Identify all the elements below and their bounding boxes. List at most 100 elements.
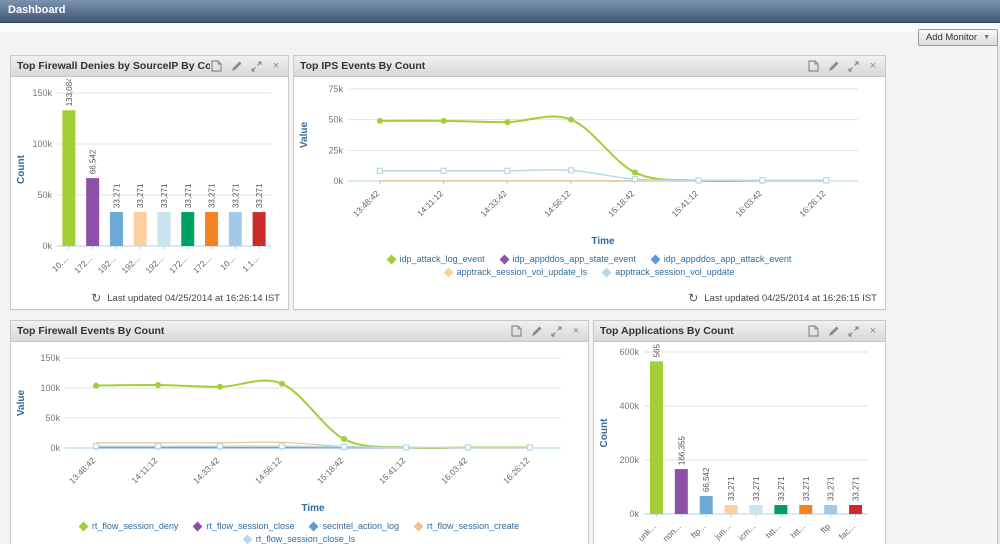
chart-area: 0k 50k 100k 150k Value 13:48:42 14:11:12 14:33:… xyxy=(11,342,588,519)
legend-label: apptrack_session_vol_update xyxy=(615,267,735,277)
marker xyxy=(402,444,410,451)
marker xyxy=(759,177,766,184)
x-tick-label: htt... xyxy=(764,521,783,540)
x-tick-label: 14:11:12 xyxy=(129,455,159,485)
legend-marker-icon xyxy=(499,254,510,264)
edit-icon[interactable] xyxy=(530,325,542,337)
bar xyxy=(649,361,663,514)
close-icon[interactable]: × xyxy=(572,325,580,337)
panel-icons: × xyxy=(510,325,582,337)
bar-value-label: 33,271 xyxy=(208,183,217,208)
y-axis-label: Value xyxy=(299,122,310,149)
x-tick-label: 14:56:12 xyxy=(253,455,284,486)
x-tick-label: 10.... xyxy=(50,253,70,273)
x-tick-label: 16:03:42 xyxy=(733,188,764,219)
bar-value-label: 33,271 xyxy=(112,183,121,208)
legend-item[interactable]: idp_attack_log_event xyxy=(386,254,485,264)
refresh-icon[interactable]: ↻ xyxy=(91,291,102,305)
add-monitor-button[interactable]: Add Monitor ▼ xyxy=(917,29,998,46)
right-edge-divider xyxy=(997,45,1000,544)
close-icon[interactable]: × xyxy=(869,60,877,72)
legend-marker-icon xyxy=(443,267,454,277)
panel-title: Top Applications By Count xyxy=(600,325,734,337)
y-tick-label: 0k xyxy=(629,509,639,519)
y-tick-label: 0k xyxy=(42,241,52,251)
topbar: Dashboard xyxy=(0,0,1000,23)
bar xyxy=(228,212,242,246)
bar xyxy=(674,469,688,514)
bar-value-label: 33,271 xyxy=(184,183,193,208)
bar xyxy=(849,505,863,514)
x-tick-label: 172... xyxy=(167,253,189,275)
x-tick-label: 192... xyxy=(96,253,118,275)
marker xyxy=(279,380,285,387)
panel-title: Top Firewall Denies by SourceIP By Count xyxy=(17,60,210,72)
edit-icon[interactable] xyxy=(827,60,839,72)
x-tick-label: 13:48:42 xyxy=(351,188,382,219)
marker xyxy=(504,167,511,174)
legend-item[interactable]: secintel_action_log xyxy=(309,521,399,531)
panel-header: Top Firewall Denies by SourceIP By Count… xyxy=(11,56,288,77)
marker xyxy=(695,177,702,184)
y-tick-label: 100k xyxy=(40,383,60,393)
x-tick-label: 16:03:42 xyxy=(439,455,470,486)
marker xyxy=(155,382,161,388)
maximize-icon[interactable] xyxy=(847,325,859,337)
legend-item[interactable]: rt_flow_session_close xyxy=(192,521,295,531)
x-tick-label: 15:41:12 xyxy=(377,455,408,486)
legend-item[interactable]: apptrack_session_vol_update_ls xyxy=(443,267,587,277)
bar xyxy=(724,505,738,514)
close-icon[interactable]: × xyxy=(869,325,877,337)
marker xyxy=(526,444,534,451)
edit-icon[interactable] xyxy=(827,325,839,337)
legend-label: rt_flow_session_close xyxy=(206,521,295,531)
legend-item[interactable]: idp_appddos_app_attack_event xyxy=(650,254,792,264)
bar-value-label: 33,271 xyxy=(802,476,811,501)
legend-item[interactable]: rt_flow_session_close_ls xyxy=(242,534,355,544)
x-tick-label: icm... xyxy=(736,521,757,542)
refresh-icon[interactable]: ↻ xyxy=(688,291,699,305)
maximize-icon[interactable] xyxy=(250,60,262,72)
x-tick-label: 14:33:42 xyxy=(191,455,222,486)
top-applications-bar-chart: 0k 200k 400k 600k Count unk... non... ftp... jun… xyxy=(599,328,868,543)
y-tick-label: 200k xyxy=(619,455,639,465)
x-tick-label: 13:48:42 xyxy=(67,455,98,486)
bar xyxy=(824,505,838,514)
panel-header: Top Applications By Count × xyxy=(594,321,885,342)
x-axis-label: Time xyxy=(591,236,615,247)
y-tick-label: 50k xyxy=(37,190,52,200)
legend-item[interactable]: apptrack_session_vol_update xyxy=(601,267,735,277)
y-tick-label: 150k xyxy=(32,88,52,98)
legend-label: idp_appddos_app_attack_event xyxy=(663,254,792,264)
y-tick-label: 50k xyxy=(328,115,343,125)
x-tick-label: fac... xyxy=(837,521,857,541)
export-icon[interactable] xyxy=(510,325,522,337)
marker xyxy=(376,117,383,124)
x-axis-label: Time xyxy=(301,503,325,514)
marker xyxy=(440,167,447,174)
legend-label: rt_flow_session_create xyxy=(427,521,520,531)
export-icon[interactable] xyxy=(807,60,819,72)
series-line xyxy=(96,445,530,449)
edit-icon[interactable] xyxy=(230,60,242,72)
x-tick-label: ftp xyxy=(818,521,832,535)
bar xyxy=(252,212,266,246)
legend-item[interactable]: rt_flow_session_create xyxy=(413,521,520,531)
marker xyxy=(341,436,347,442)
legend-item[interactable]: idp_appddos_app_state_event xyxy=(499,254,636,264)
last-updated-text: Last updated 04/25/2014 at 16:26:15 IST xyxy=(704,292,877,304)
x-tick-label: 16:26:12 xyxy=(797,188,828,219)
bar xyxy=(157,212,171,246)
legend-item[interactable]: rt_flow_session_deny xyxy=(78,521,178,531)
legend-marker-icon xyxy=(601,267,612,277)
bar xyxy=(133,212,147,246)
export-icon[interactable] xyxy=(210,60,222,72)
maximize-icon[interactable] xyxy=(550,325,562,337)
bar-value-label: 33,271 xyxy=(231,183,240,208)
export-icon[interactable] xyxy=(807,325,819,337)
marker xyxy=(631,169,638,176)
close-icon[interactable]: × xyxy=(272,60,280,72)
maximize-icon[interactable] xyxy=(847,60,859,72)
dashboard-tab[interactable]: Dashboard xyxy=(8,4,66,16)
x-tick-label: 192... xyxy=(120,253,142,275)
